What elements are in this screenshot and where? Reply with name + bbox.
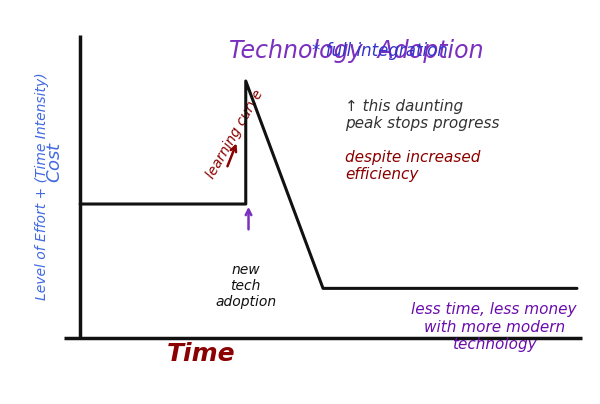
Text: * full integration: * full integration <box>312 42 448 60</box>
Text: despite increased
efficiency: despite increased efficiency <box>345 149 481 182</box>
Text: Level of Effort + (Time Intensity): Level of Effort + (Time Intensity) <box>35 73 49 300</box>
Text: Time: Time <box>167 342 236 366</box>
Text: Technology  Adoption: Technology Adoption <box>229 39 484 63</box>
Text: new
tech
adoption: new tech adoption <box>215 263 277 309</box>
Text: less time, less money
with more modern
technology: less time, less money with more modern t… <box>412 303 577 352</box>
Text: learning curve: learning curve <box>203 87 266 181</box>
Text: ↑ this daunting
peak stops progress: ↑ this daunting peak stops progress <box>345 99 500 131</box>
Text: $ Cost $: $ Cost $ <box>46 141 64 183</box>
